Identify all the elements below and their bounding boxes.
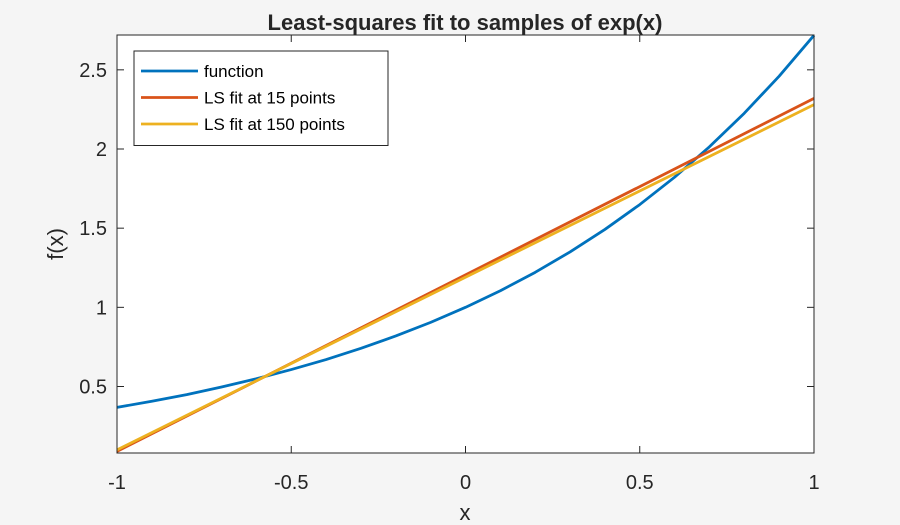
x-axis-title: x: [460, 500, 471, 525]
chart-title: Least-squares fit to samples of exp(x): [268, 10, 663, 35]
x-tick-label: 0: [460, 472, 471, 494]
series-line-3: [116, 103, 815, 452]
x-tick-label: -0.5: [274, 472, 308, 494]
legend-label: LS fit at 150 points: [204, 115, 345, 134]
x-tick-label: 1: [808, 472, 819, 494]
x-tick-label: 0.5: [626, 472, 654, 494]
tick-layer: -1 -0.5 0 0.5 1 0.5 1 1.5 2 2.5: [79, 35, 820, 494]
series-layer: [116, 34, 816, 453]
y-tick-label: 0.5: [79, 377, 107, 399]
y-tick-label: 1.5: [79, 218, 107, 240]
x-tick-label: -1: [108, 472, 126, 494]
legend-label: LS fit at 15 points: [204, 89, 335, 108]
y-tick-label: 2.5: [79, 60, 107, 82]
legend-label: function: [204, 62, 264, 81]
y-axis-title: f(x): [43, 228, 68, 260]
legend: function LS fit at 15 points LS fit at 150…: [133, 50, 389, 146]
y-tick-label: 2: [96, 139, 107, 161]
y-tick-label: 1: [96, 297, 107, 319]
